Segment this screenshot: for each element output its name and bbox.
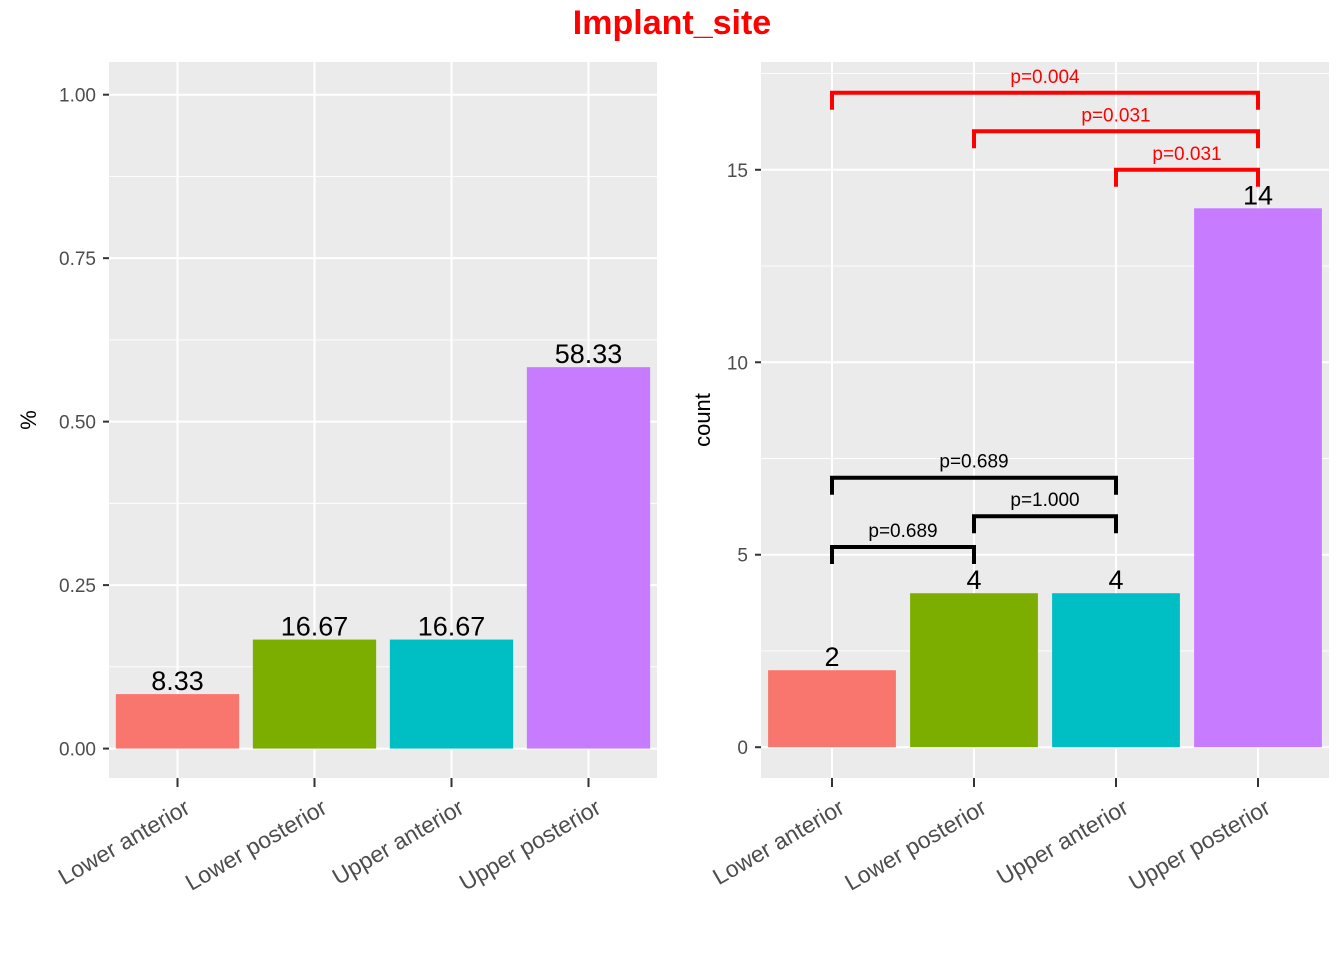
p-value-label: p=0.031 (1152, 144, 1221, 165)
bar-upper-anterior (389, 639, 514, 749)
significance-bracket (1114, 167, 1260, 187)
y-tick-label: 15 (727, 161, 748, 182)
significance-bracket (972, 129, 1260, 149)
y-axis-title: count (690, 393, 715, 447)
y-tick-label: 0.25 (59, 576, 96, 597)
y-tick-label: 1.00 (59, 86, 96, 107)
x-tick-label: Upper anterior (328, 794, 469, 890)
bar-upper-anterior (1052, 593, 1180, 748)
chart-panel-1: 8.33 16.67 16.67 58.33 0.00 0.25 0.50 0.75 1.00 L… (16, 62, 657, 896)
bar-lower-anterior (768, 670, 896, 748)
x-tick-label: Upper posterior (1124, 794, 1275, 896)
x-tick-label: Lower anterior (708, 794, 849, 890)
data-label: 58.33 (555, 339, 623, 369)
significance-bracket (830, 545, 976, 565)
bar-lower-posterior (910, 593, 1038, 748)
y-tick-label: 0 (737, 738, 748, 759)
significance-bracket (972, 514, 1118, 534)
y-tick-label: 0.50 (59, 413, 96, 434)
y-tick-label: 0.75 (59, 249, 96, 270)
x-tick-label: Lower posterior (840, 794, 991, 896)
bar-lower-anterior (115, 694, 240, 749)
y-axis-title: % (16, 410, 41, 430)
significance-bracket (830, 90, 1260, 110)
data-label: 8.33 (151, 666, 204, 696)
significance-bracket (830, 475, 1118, 495)
bar-lower-posterior (252, 639, 377, 749)
data-label: 4 (966, 565, 981, 595)
data-label: 2 (824, 642, 839, 672)
bar-upper-posterior (1194, 208, 1322, 748)
data-label: 16.67 (418, 612, 486, 642)
p-value-label: p=0.004 (1010, 67, 1080, 88)
y-tick-label: 10 (727, 353, 748, 374)
p-value-label: p=0.689 (868, 521, 937, 542)
p-value-label: p=0.031 (1081, 105, 1150, 126)
x-tick-label: Lower anterior (54, 794, 195, 890)
x-tick-label: Upper anterior (992, 794, 1133, 890)
x-tick-label: Lower posterior (181, 794, 332, 896)
data-label: 4 (1108, 565, 1123, 595)
y-tick-label: 5 (737, 546, 748, 567)
data-label: 16.67 (281, 612, 349, 642)
p-value-label: p=1.000 (1010, 490, 1079, 511)
y-tick-label: 0.00 (59, 740, 96, 761)
bar-upper-posterior (526, 367, 651, 749)
figure-title: Implant_site (572, 4, 772, 42)
p-value-label: p=0.689 (939, 452, 1008, 473)
x-tick-label: Upper posterior (455, 794, 606, 896)
